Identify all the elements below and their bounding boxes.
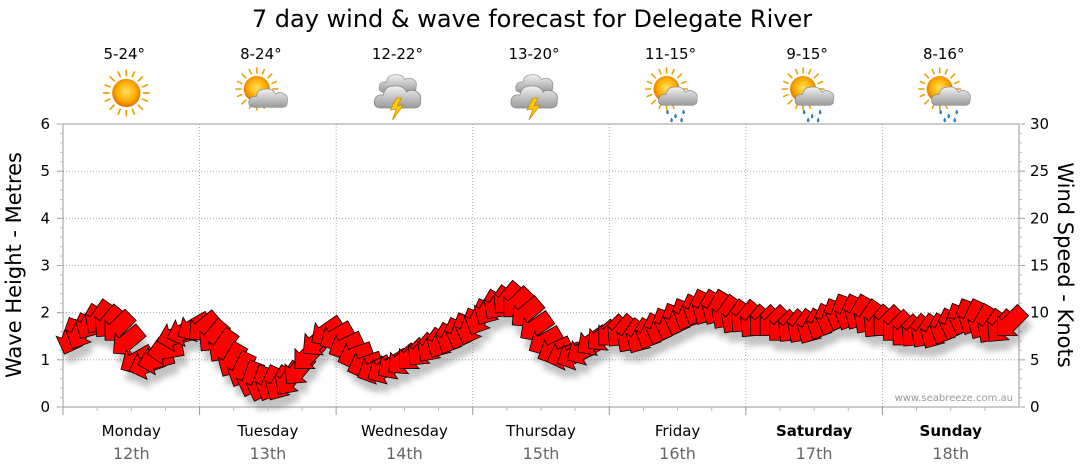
sun-icon [102,68,151,118]
day-temp-label: 11-15° [645,45,696,63]
day-date-label: 16th [659,444,696,463]
day-date-label: 15th [523,444,560,463]
wind-arrow [112,323,147,356]
sun-rain-icon [780,66,835,123]
wind-arrows [55,279,1030,402]
right-tick-label: 10 [1030,304,1049,322]
grid [63,124,1019,407]
day-name-label: Sunday [920,422,983,440]
storm-icon [373,74,422,121]
day-temp-label: 12-22° [372,45,423,63]
left-tick-label: 5 [40,162,50,180]
left-tick-label: 1 [40,351,50,369]
day-name-label: Monday [102,422,161,440]
wind-arrow-shadow [1001,314,1033,346]
storm-icon [510,74,558,121]
left-tick-label: 2 [40,304,50,322]
day-temp-label: 9-15° [786,45,828,63]
wind-arrow [997,303,1030,336]
day-temp-label: 8-16° [923,45,965,63]
sun-rain-icon [644,66,698,123]
day-name-label: Thursday [505,422,576,440]
chart-title: 7 day wind & wave forecast for Delegate … [252,5,812,33]
left-tick-label: 3 [40,257,50,275]
right-axis: 0 5 10 15 20 25 30 [1019,115,1049,416]
day-name-label: Tuesday [236,422,298,440]
right-tick-label: 0 [1030,398,1040,416]
left-axis-title: Wave Height - Metres [2,152,26,378]
day-headers: 5-24° 8-24° 12-22° 13-20° 11-15° 9-15° 8-16° [102,45,971,123]
right-axis-title: Wind Speed - Knots [1053,162,1077,367]
x-axis: Monday 12th Tuesday 13th Wednesday 14th Thursd… [62,407,986,463]
right-tick-label: 15 [1030,257,1049,275]
sun-cloud-icon [234,66,288,112]
left-axis: 0 1 2 3 4 5 6 [40,115,63,416]
day-date-label: 12th [113,444,150,463]
credit-text: www.seabreeze.com.au [895,393,1013,404]
day-temp-label: 5-24° [104,45,146,63]
day-date-label: 13th [249,444,286,463]
right-tick-label: 5 [1030,351,1040,369]
right-tick-label: 25 [1030,162,1049,180]
day-name-label: Saturday [776,422,853,440]
day-temp-label: 13-20° [508,45,559,63]
left-tick-label: 0 [40,398,50,416]
left-tick-label: 6 [40,115,50,133]
left-tick-label: 4 [40,209,50,227]
day-date-label: 14th [386,444,423,463]
day-temp-label: 8-24° [240,45,282,63]
day-name-label: Wednesday [361,422,448,440]
day-date-label: 17th [796,444,833,463]
right-tick-label: 20 [1030,209,1049,227]
sun-rain-icon [917,66,971,123]
day-name-label: Friday [655,422,701,440]
day-date-label: 18th [932,444,969,463]
right-tick-label: 30 [1030,115,1049,133]
